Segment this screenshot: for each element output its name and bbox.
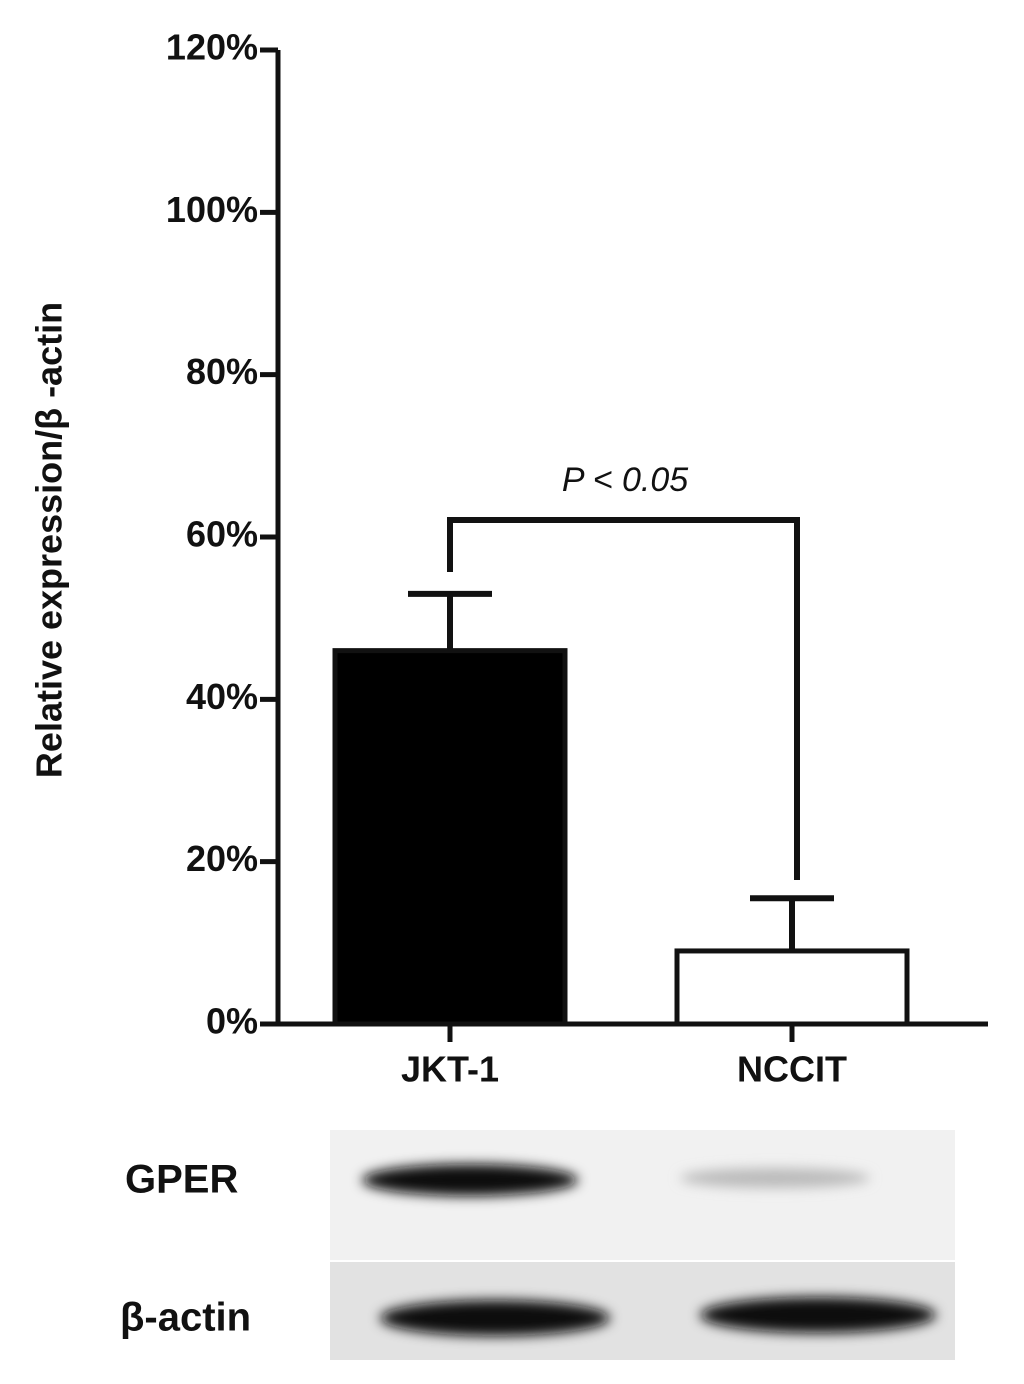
x-tick-label: NCCIT [737, 1049, 847, 1090]
blot-band [362, 1164, 578, 1196]
y-tick-label: 100% [166, 189, 258, 230]
blot-panel [330, 1130, 955, 1260]
blot: GPER β-actin [120, 1130, 955, 1360]
significance-bracket [447, 517, 800, 880]
bar [674, 948, 910, 1027]
y-tick-label: 0% [206, 1001, 258, 1042]
bar [332, 648, 568, 1027]
y-tick-label: 20% [186, 838, 258, 879]
y-tick-label: 120% [166, 27, 258, 68]
annotation: P < 0.05 [562, 461, 688, 499]
x-tick-label: JKT-1 [401, 1049, 499, 1090]
blot-label: β-actin [120, 1296, 251, 1340]
y-tick-label: 60% [186, 514, 258, 555]
blot-label: GPER [125, 1158, 238, 1202]
blot-band [680, 1168, 870, 1188]
y-axis-label: Relative expression/β -actin [29, 302, 70, 778]
blot-band [700, 1297, 936, 1333]
y-tick-label: 80% [186, 351, 258, 392]
y-tick-label: 40% [186, 676, 258, 717]
blot-band [380, 1300, 610, 1336]
